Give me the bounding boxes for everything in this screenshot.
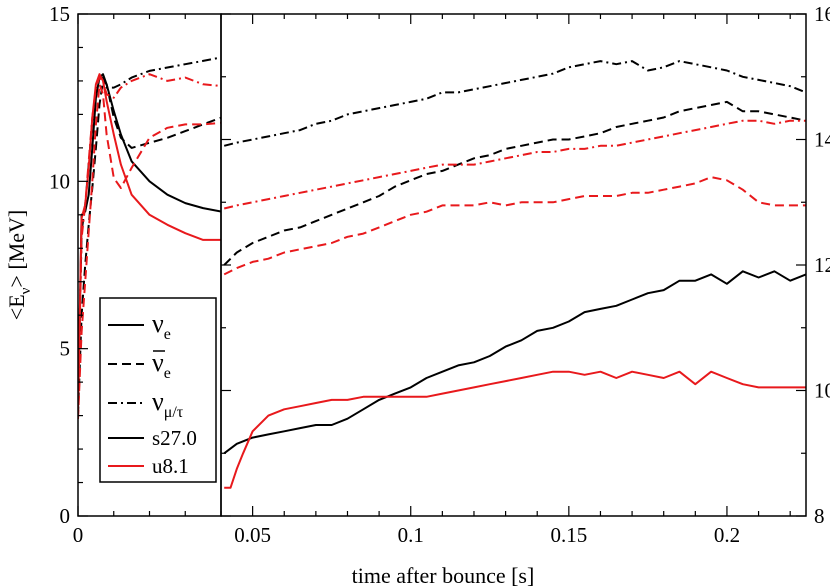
left-y-tick-label: 5 [60, 337, 71, 361]
y-axis-title-prefix: <E [4, 294, 29, 320]
series-line-u8.1-nu_x-right [223, 119, 806, 210]
series-line-s27.0-nu_x-right [223, 60, 806, 147]
right-x-tick-label: 0.1 [398, 523, 424, 547]
series-line-u8.1-nu_x-left [78, 73, 221, 406]
legend-label-model: s27.0 [152, 426, 197, 450]
y-axis-title-subscript: ν [18, 287, 34, 294]
right-x-tick-label: 0.2 [714, 523, 740, 547]
right-y-tick-label: 12 [814, 253, 830, 277]
right-y-tick-label: 8 [814, 504, 825, 528]
x-axis-title: time after bounce [s] [352, 563, 535, 587]
left-y-tick-label: 0 [60, 504, 71, 528]
series-line-u8.1-nu_e-right [224, 370, 806, 489]
axes: 0 5 10 15 0 8 10 12 14 16 0.05 0.1 0.15 0.2 [49, 2, 830, 547]
legend-symbol: ν [152, 387, 164, 416]
legend-symbol: ν [152, 348, 164, 377]
right-y-tick-label: 14 [814, 128, 830, 152]
legend-label-solid: νe [152, 309, 171, 343]
right-x-tick-label: 0.05 [234, 523, 271, 547]
legend-label-model: u8.1 [152, 454, 189, 478]
legend-symbol: ν [152, 309, 164, 338]
series-line-u8.1-anti_nu_e-left [78, 83, 221, 419]
series-line-u8.1-anti_nu_e-right [223, 176, 806, 276]
legend-box [99, 297, 217, 483]
series-line-u8.1-nu_e-left [78, 73, 221, 413]
left-x-tick-label: 0 [73, 523, 84, 547]
left-panel-series [78, 56, 221, 419]
right-x-tick-label: 0.15 [550, 523, 587, 547]
right-panel-series [223, 60, 806, 489]
series-line-s27.0-nu_e-right [223, 270, 806, 455]
series-line-s27.0-anti_nu_e-left [78, 79, 221, 416]
right-y-tick-label: 16 [814, 2, 830, 26]
legend-label-dashdot: νμ/τ [152, 387, 184, 421]
legend-subscript: e [164, 365, 171, 382]
legend-subscript: μ/τ [164, 404, 184, 421]
left-y-tick-label: 15 [49, 2, 70, 26]
legend-subscript: e [164, 326, 171, 343]
legend-label-dashed: νe [152, 348, 171, 382]
y-axis-title: <Eν> [MeV] [4, 210, 34, 320]
series-line-s27.0-nu_x-left [78, 56, 221, 399]
right-panel-frame [220, 13, 807, 517]
left-y-tick-label: 10 [49, 169, 70, 193]
y-axis-title-suffix: > [MeV] [4, 210, 29, 288]
series-line-s27.0-anti_nu_e-right [223, 100, 806, 266]
right-y-tick-label: 10 [814, 379, 830, 403]
